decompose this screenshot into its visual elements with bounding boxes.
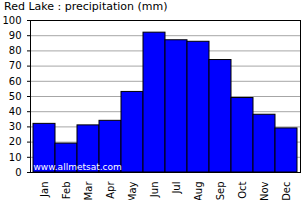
svg-text:Dec: Dec <box>281 182 292 200</box>
svg-text:Mar: Mar <box>83 181 94 200</box>
svg-text:Nov: Nov <box>259 181 270 200</box>
svg-text:Aug: Aug <box>193 182 204 200</box>
svg-text:Jul: Jul <box>171 182 182 195</box>
svg-text:Jun: Jun <box>149 182 160 199</box>
svg-text:50: 50 <box>9 91 22 102</box>
svg-text:10: 10 <box>9 152 22 163</box>
svg-text:Oct: Oct <box>237 181 248 198</box>
svg-text:40: 40 <box>9 106 22 117</box>
svg-text:Jan: Jan <box>39 182 50 198</box>
svg-text:www.allmetsat.com: www.allmetsat.com <box>34 162 122 172</box>
svg-text:Sep: Sep <box>215 182 226 200</box>
svg-text:Feb: Feb <box>61 182 72 200</box>
svg-text:80: 80 <box>9 45 22 56</box>
svg-text:0: 0 <box>15 167 21 178</box>
svg-text:100: 100 <box>2 15 21 26</box>
svg-text:30: 30 <box>9 121 22 132</box>
svg-text:60: 60 <box>9 76 22 87</box>
svg-text:20: 20 <box>9 136 22 147</box>
svg-text:70: 70 <box>9 60 22 71</box>
html-text:Red Lake : precipitation (mm): Red Lake : precipitation (mm) <box>4 0 168 13</box>
svg-text:Apr: Apr <box>105 181 116 199</box>
svg-text:90: 90 <box>9 30 22 41</box>
svg-text:May: May <box>127 181 138 200</box>
